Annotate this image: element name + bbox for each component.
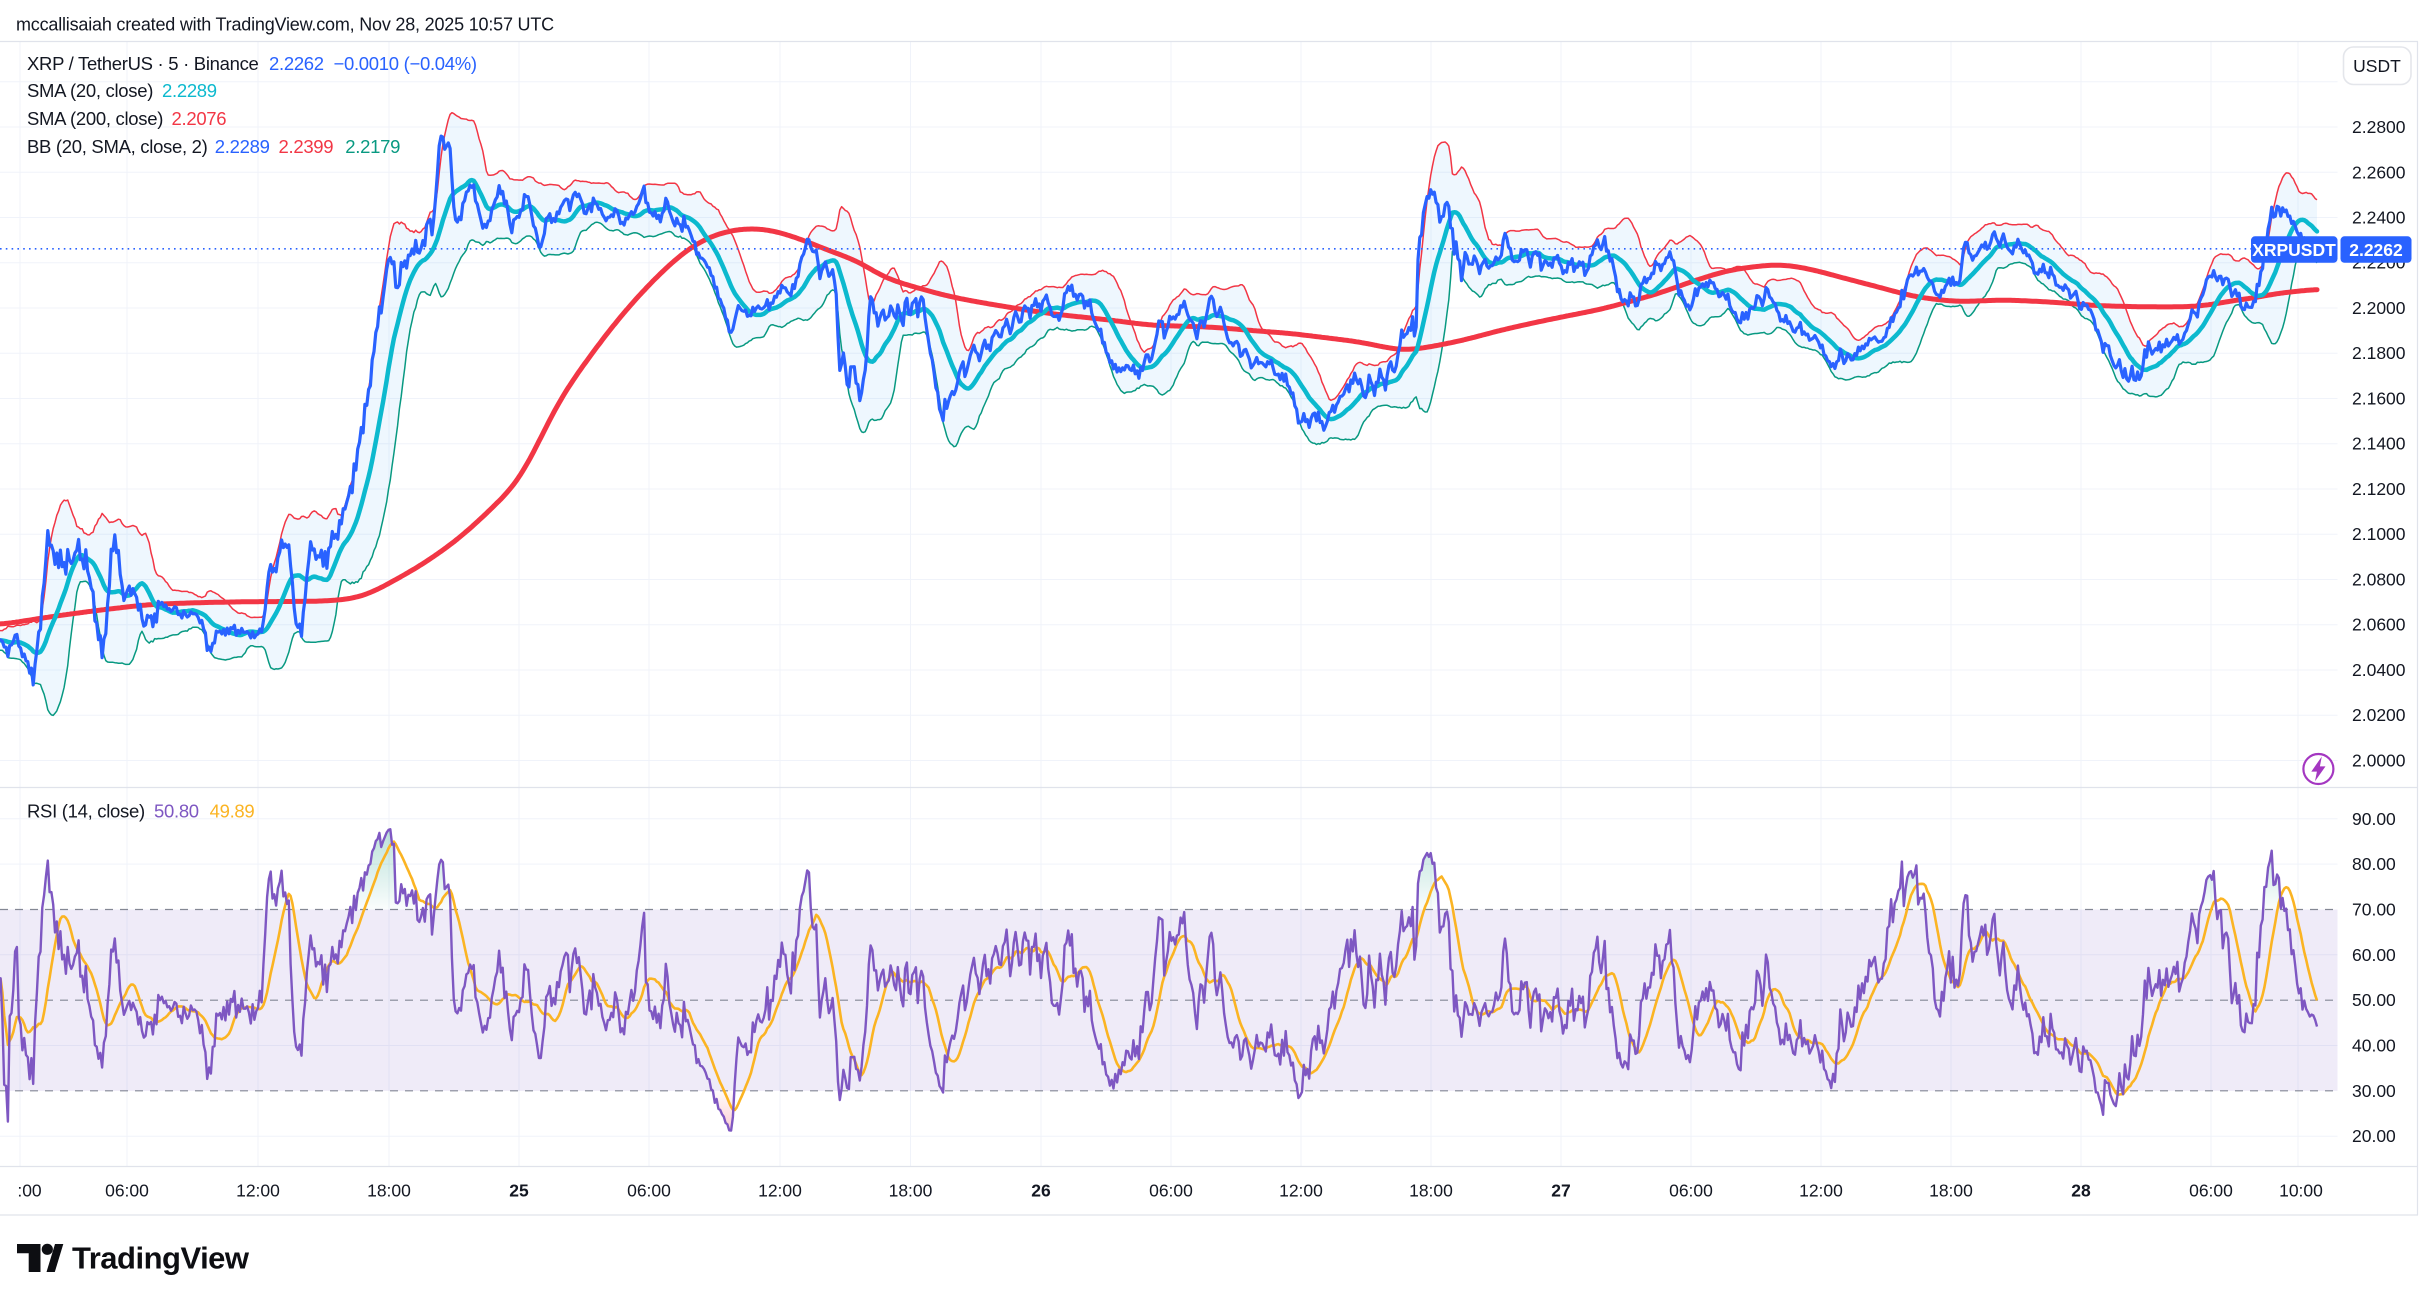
svg-text:XRPUSDT: XRPUSDT (2252, 240, 2336, 260)
svg-text:2.1400: 2.1400 (2352, 434, 2406, 454)
svg-text:BB (20, SMA, close, 2): BB (20, SMA, close, 2) (27, 136, 208, 157)
svg-text:2.2076: 2.2076 (172, 108, 227, 129)
svg-text:50.00: 50.00 (2352, 990, 2396, 1010)
svg-text:06:00: 06:00 (1669, 1181, 1713, 1201)
svg-text:12:00: 12:00 (1799, 1181, 1843, 1201)
svg-text:SMA (200, close): SMA (200, close) (27, 108, 163, 129)
svg-text:06:00: 06:00 (2189, 1181, 2233, 1201)
svg-text:USDT: USDT (2353, 56, 2401, 76)
svg-text:2.2262 −0.0010 (−0.04%): 2.2262 −0.0010 (−0.04%) (269, 53, 477, 74)
svg-text:06:00: 06:00 (627, 1181, 671, 1201)
svg-text:18:00: 18:00 (1409, 1181, 1453, 1201)
svg-text:2.2000: 2.2000 (2352, 298, 2406, 318)
svg-text:2.2600: 2.2600 (2352, 162, 2406, 182)
svg-text:2.0000: 2.0000 (2352, 751, 2406, 771)
svg-text:80.00: 80.00 (2352, 854, 2396, 874)
svg-text:2.2262: 2.2262 (2349, 240, 2403, 260)
svg-text:2.0600: 2.0600 (2352, 615, 2406, 635)
svg-text::00: :00 (17, 1181, 42, 1201)
svg-text:2.2800: 2.2800 (2352, 117, 2406, 137)
svg-text:18:00: 18:00 (367, 1181, 411, 1201)
svg-text:2.2289: 2.2289 (215, 136, 270, 157)
svg-text:12:00: 12:00 (1279, 1181, 1323, 1201)
svg-text:2.1000: 2.1000 (2352, 524, 2406, 544)
svg-text:2.0800: 2.0800 (2352, 570, 2406, 590)
svg-text:TradingView: TradingView (72, 1241, 250, 1276)
svg-text:70.00: 70.00 (2352, 900, 2396, 920)
svg-text:10:00: 10:00 (2279, 1181, 2323, 1201)
svg-text:RSI (14, close): RSI (14, close) (27, 801, 145, 822)
svg-text:28: 28 (2071, 1181, 2091, 1201)
svg-text:mccallisaiah created with Trad: mccallisaiah created with TradingView.co… (16, 15, 554, 35)
svg-text:49.89: 49.89 (210, 801, 255, 822)
svg-text:SMA (20, close): SMA (20, close) (27, 80, 153, 101)
svg-text:2.1800: 2.1800 (2352, 343, 2406, 363)
svg-text:50.80: 50.80 (154, 801, 199, 822)
svg-text:60.00: 60.00 (2352, 945, 2396, 965)
svg-text:18:00: 18:00 (889, 1181, 933, 1201)
svg-text:2.1200: 2.1200 (2352, 479, 2406, 499)
svg-text:06:00: 06:00 (1149, 1181, 1193, 1201)
svg-text:XRP / TetherUS · 5 · Binance: XRP / TetherUS · 5 · Binance (27, 53, 259, 74)
svg-text:30.00: 30.00 (2352, 1081, 2396, 1101)
svg-text:90.00: 90.00 (2352, 809, 2396, 829)
svg-text:40.00: 40.00 (2352, 1036, 2396, 1056)
svg-text:2.0200: 2.0200 (2352, 705, 2406, 725)
svg-text:2.2400: 2.2400 (2352, 208, 2406, 228)
svg-text:2.2179: 2.2179 (345, 136, 400, 157)
svg-text:25: 25 (509, 1181, 529, 1201)
svg-text:06:00: 06:00 (105, 1181, 149, 1201)
svg-text:20.00: 20.00 (2352, 1126, 2396, 1146)
svg-text:27: 27 (1551, 1181, 1570, 1201)
svg-text:12:00: 12:00 (236, 1181, 280, 1201)
svg-text:18:00: 18:00 (1929, 1181, 1973, 1201)
svg-text:2.2289: 2.2289 (162, 80, 217, 101)
svg-text:26: 26 (1031, 1181, 1051, 1201)
svg-text:2.1600: 2.1600 (2352, 389, 2406, 409)
svg-text:12:00: 12:00 (758, 1181, 802, 1201)
svg-text:2.0400: 2.0400 (2352, 660, 2406, 680)
svg-text:2.2399: 2.2399 (279, 136, 334, 157)
